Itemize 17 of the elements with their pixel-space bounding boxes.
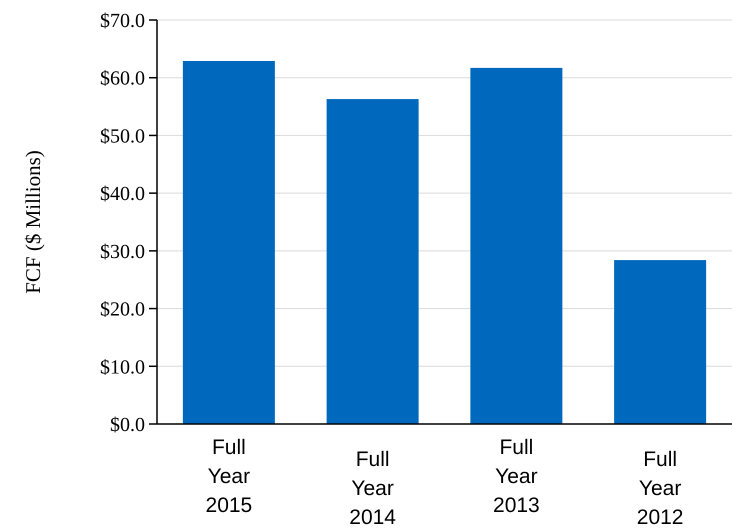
bar xyxy=(614,260,706,424)
x-tick-label: Full Year 2014 xyxy=(349,448,396,528)
bar xyxy=(182,60,275,424)
y-tick-label: $40.0 xyxy=(100,183,145,206)
y-tick-label: $60.0 xyxy=(100,68,145,90)
y-axis-title: FCF ($ Millions) xyxy=(21,150,45,294)
y-tick-label: $70.0 xyxy=(100,10,145,32)
x-tick-label: Full Year 2013 xyxy=(493,436,540,517)
x-tick-label: Full Year 2015 xyxy=(206,436,252,517)
x-tick-label: Full Year 2012 xyxy=(636,448,684,528)
y-tick-label: $20.0 xyxy=(100,298,145,321)
bar xyxy=(326,99,419,424)
y-tick-label: $10.0 xyxy=(100,356,145,378)
y-tick-label: $0.0 xyxy=(110,414,145,436)
y-tick-label: $50.0 xyxy=(100,125,145,148)
bar xyxy=(470,68,562,424)
y-tick-label: $30.0 xyxy=(100,240,145,263)
